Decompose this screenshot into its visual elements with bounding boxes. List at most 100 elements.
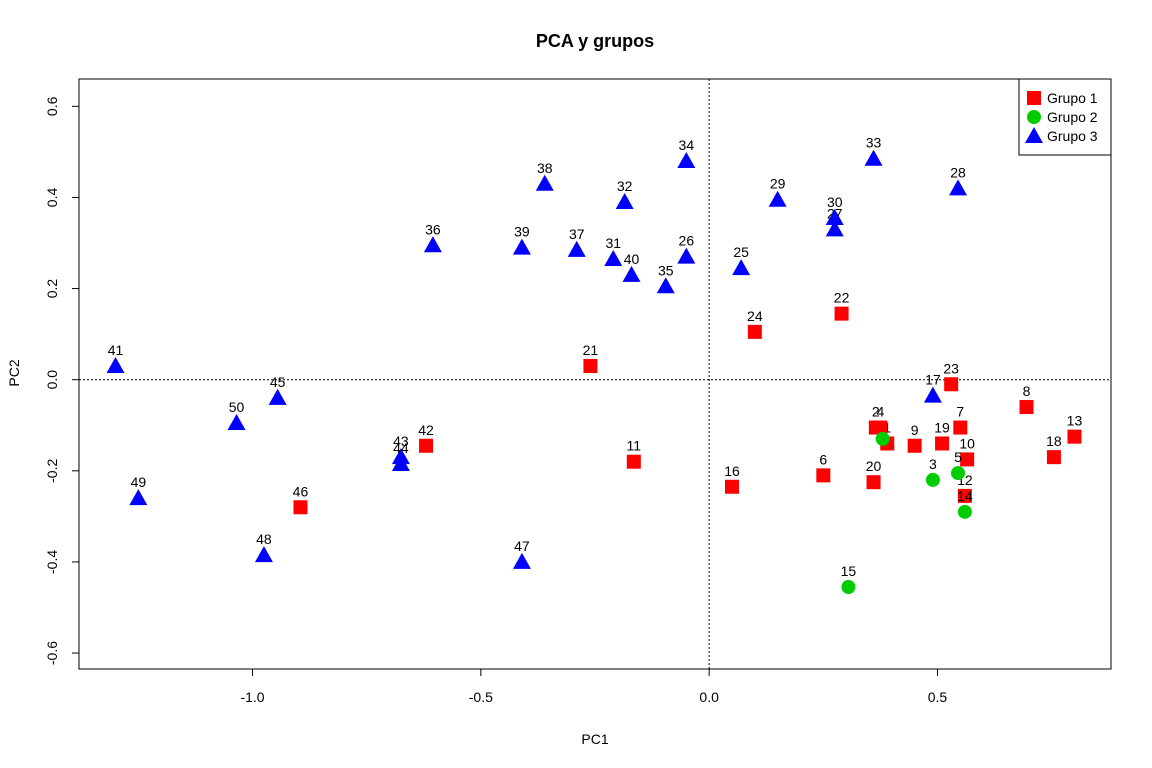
point-label: 6 (819, 451, 827, 467)
data-point (677, 247, 696, 264)
data-point (935, 436, 950, 451)
data-points: 1246789101112131618192021222324424635141… (106, 135, 1083, 594)
data-point (1046, 450, 1061, 465)
y-tick-label: 0.0 (44, 370, 60, 390)
point-label: 9 (911, 422, 919, 438)
data-point (391, 454, 410, 471)
point-label: 28 (950, 164, 966, 180)
point-label: 34 (679, 137, 695, 153)
data-point (944, 377, 959, 392)
point-label: 45 (270, 374, 286, 390)
data-point (626, 454, 641, 469)
y-tick-label: 0.4 (44, 188, 60, 208)
point-label: 46 (293, 483, 309, 499)
point-label: 16 (724, 463, 740, 479)
point-label: 10 (959, 435, 975, 451)
data-point (419, 438, 434, 453)
data-point (583, 359, 598, 374)
point-label: 14 (957, 488, 973, 504)
legend-marker (1027, 91, 1041, 105)
data-point (622, 265, 641, 282)
point-label: 18 (1046, 433, 1062, 449)
data-point (1067, 429, 1082, 444)
point-label: 8 (1023, 383, 1031, 399)
data-point (864, 149, 883, 166)
reference-lines (79, 79, 1111, 669)
chart-title: PCA y grupos (536, 31, 654, 51)
data-point (656, 277, 675, 294)
point-label: 40 (624, 251, 640, 267)
data-point (677, 152, 696, 169)
y-tick-label: -0.6 (44, 641, 60, 665)
data-point (129, 489, 148, 506)
data-point (923, 386, 942, 403)
data-point (732, 259, 751, 276)
point-label: 11 (627, 438, 642, 454)
data-point (747, 324, 762, 339)
data-point (512, 238, 531, 255)
legend-marker (1027, 110, 1041, 124)
point-label: 48 (256, 531, 272, 547)
point-label: 22 (834, 290, 850, 306)
data-point (423, 236, 442, 253)
data-point (227, 413, 246, 430)
point-label: 3 (929, 456, 937, 472)
y-tick-label: -0.2 (44, 459, 60, 483)
data-point (106, 357, 125, 374)
data-point (834, 306, 849, 321)
data-point (825, 220, 844, 237)
legend-marker (1025, 127, 1043, 143)
point-label: 15 (841, 563, 857, 579)
data-point (512, 552, 531, 569)
data-point (957, 488, 972, 503)
point-label: 47 (514, 538, 530, 554)
point-label: 5 (954, 449, 962, 465)
point-label: 31 (605, 235, 621, 251)
data-point (873, 420, 888, 435)
data-point (875, 431, 890, 446)
data-point (816, 468, 831, 483)
point-label: 33 (866, 135, 882, 151)
data-point (567, 240, 586, 257)
point-label: 37 (569, 226, 585, 242)
data-point (953, 420, 968, 435)
point-label: 44 (393, 440, 409, 456)
data-point (957, 504, 972, 519)
y-tick-label: 0.2 (44, 279, 60, 299)
point-label: 41 (108, 342, 124, 358)
x-tick-label: -0.5 (469, 689, 493, 705)
data-point (825, 208, 844, 225)
point-label: 50 (229, 399, 245, 415)
point-label: 29 (770, 176, 786, 192)
legend: Grupo 1 Grupo 2 Grupo 3 (1018, 78, 1112, 156)
series-grupo-3: 1725262728293031323334353637383940414344… (106, 135, 968, 569)
point-label: 38 (537, 160, 553, 176)
series-grupo-2: 3 5 14 15 (841, 431, 973, 594)
data-point (615, 193, 634, 210)
point-label: 19 (934, 419, 950, 435)
data-point (960, 452, 975, 467)
data-point (768, 190, 787, 207)
data-point (949, 179, 968, 196)
point-label: 2 (872, 404, 880, 420)
point-label: 30 (827, 194, 843, 210)
x-tick-label: -1.0 (240, 689, 264, 705)
point-label: 17 (925, 372, 941, 388)
data-point (925, 472, 940, 487)
x-tick-label: 0.0 (699, 689, 719, 705)
legend-label: Grupo 2 (1047, 109, 1098, 125)
point-label: 32 (617, 178, 633, 194)
point-label: 20 (866, 458, 882, 474)
data-point (1019, 400, 1034, 415)
point-label: 39 (514, 224, 530, 240)
point-label: 36 (425, 221, 441, 237)
point-label: 21 (583, 342, 599, 358)
point-label: 43 (393, 433, 409, 449)
point-label: 13 (1067, 413, 1083, 429)
data-point (293, 500, 308, 515)
point-label: 24 (747, 308, 763, 324)
point-label: 25 (733, 244, 749, 260)
data-point (604, 249, 623, 266)
